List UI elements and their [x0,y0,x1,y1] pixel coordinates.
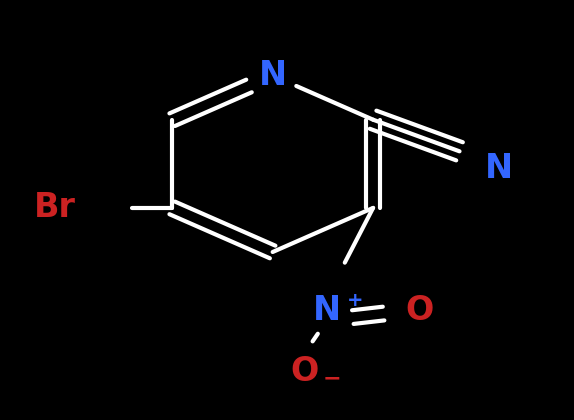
Text: −: − [323,368,341,388]
Text: N: N [486,152,513,184]
Text: O: O [405,294,433,327]
Text: +: + [347,291,363,310]
Text: N: N [259,59,286,92]
Text: N: N [313,294,341,327]
Text: Br: Br [34,192,75,224]
Text: O: O [290,355,319,388]
